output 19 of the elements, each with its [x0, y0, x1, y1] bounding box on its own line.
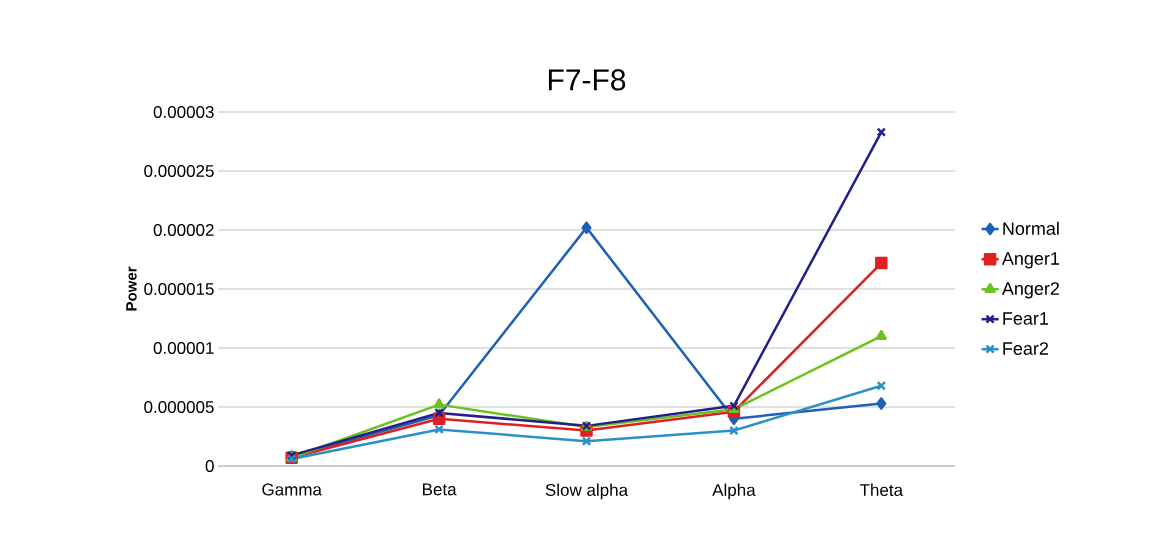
y-tick-label: 0.000015: [144, 282, 214, 296]
y-tick-label: 0: [205, 459, 214, 473]
x-tick-label: Theta: [859, 483, 904, 497]
y-axis-title: Power: [126, 266, 137, 311]
legend-label: Fear1: [1003, 312, 1049, 325]
x-tick-label: Beta: [423, 483, 457, 496]
y-tick-label: 0.00002: [153, 223, 214, 237]
legend-label: Fear2: [1003, 342, 1048, 355]
legend-label: Anger1: [1001, 252, 1060, 269]
y-tick-label: 0.000005: [144, 400, 214, 414]
legend-label: Normal: [1003, 221, 1059, 235]
y-tick-label: 0.000025: [144, 164, 214, 178]
legend-label: Anger2: [1001, 282, 1060, 299]
y-tick-label: 0.00003: [153, 105, 214, 119]
x-tick-label: Slow alpha: [545, 483, 629, 500]
x-tick-label: Alpha: [712, 483, 756, 500]
y-tick-label: 0.00001: [153, 341, 214, 355]
chart-title: F7-F8: [548, 69, 626, 91]
x-tick-label: Gamma: [262, 483, 322, 496]
